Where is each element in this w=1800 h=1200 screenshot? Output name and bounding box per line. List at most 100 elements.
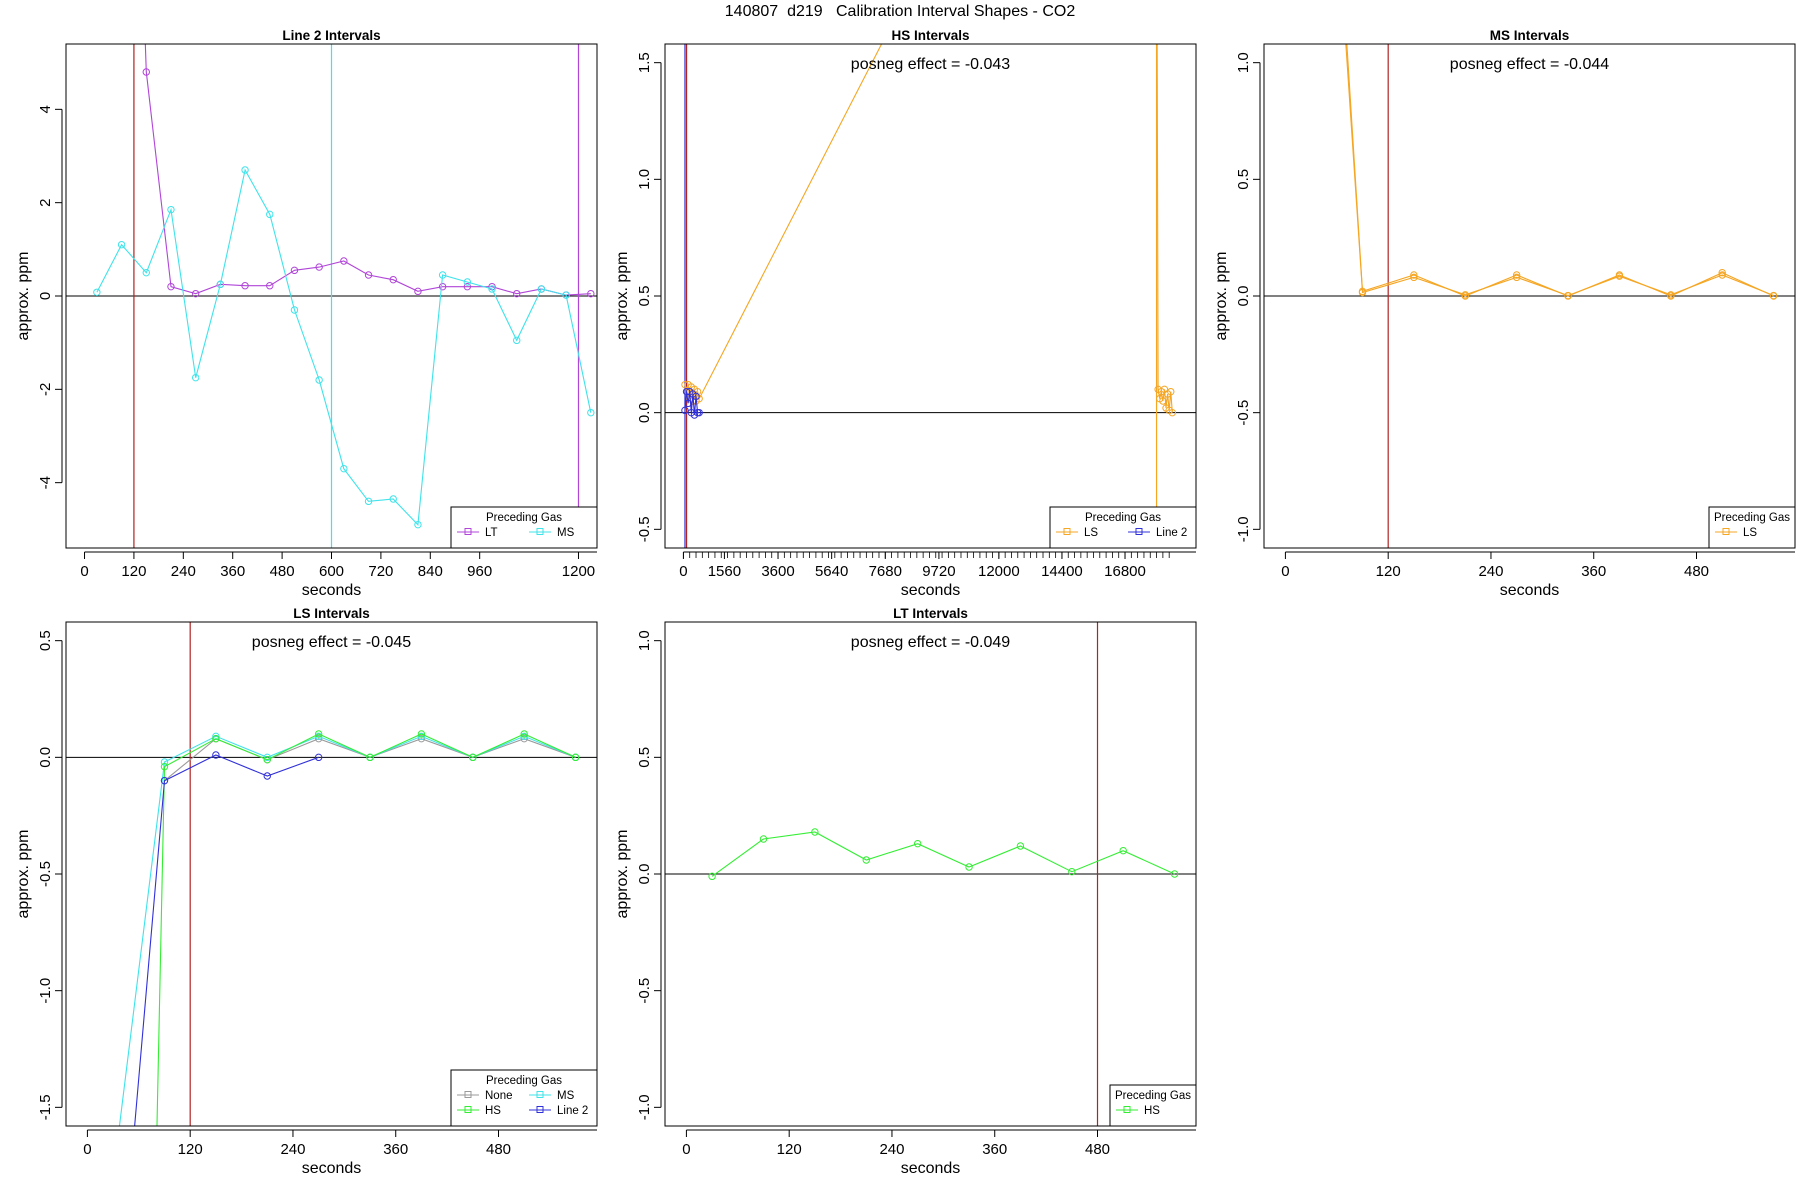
- x-tick-label: 480: [486, 1141, 511, 1158]
- x-tick-label: 600: [319, 563, 344, 580]
- data-point: [1718, 271, 1726, 279]
- data-point: [684, 399, 692, 408]
- chart-panel-4: LS Intervals 0 120 240 360 480 seconds -1.5 -1.0…: [15, 606, 598, 1180]
- data-point: [537, 285, 546, 293]
- data-point: [693, 387, 702, 396]
- y-tick-label: 1.0: [636, 630, 653, 651]
- data-point: [266, 210, 274, 219]
- legend-entry-label: LS: [1743, 527, 1757, 539]
- y-tick-label: 1.5: [636, 52, 653, 73]
- x-tick-label: 720: [368, 563, 393, 580]
- data-point: [212, 732, 220, 741]
- data-point: [1016, 842, 1025, 850]
- legend: Preceding Gas LT MS: [450, 506, 598, 549]
- legend-entry-label: HS: [485, 1105, 501, 1117]
- x-axis-label: seconds: [901, 582, 961, 599]
- y-tick-label: 2: [37, 198, 54, 206]
- data-point: [364, 497, 373, 506]
- series-line: [134, 754, 319, 1126]
- data-point: [263, 755, 271, 764]
- data-point: [1512, 271, 1521, 279]
- series-line: [684, 391, 700, 416]
- data-point: [212, 751, 220, 759]
- data-point: [417, 734, 426, 743]
- data-point: [562, 291, 570, 299]
- data-point: [417, 732, 426, 741]
- y-tick-label: 0.5: [37, 630, 54, 651]
- data-point: [241, 166, 249, 174]
- data-point: [263, 753, 271, 762]
- data-point: [212, 734, 220, 743]
- legend-entry-label: MS: [557, 527, 575, 539]
- x-tick-label: 360: [982, 1141, 1007, 1158]
- legend: Preceding Gas LS: [1708, 506, 1796, 549]
- x-tick-label: 120: [121, 563, 146, 580]
- series-line: [118, 735, 576, 1126]
- y-tick-label: -4: [37, 476, 54, 489]
- y-tick-label: 1.0: [636, 169, 653, 190]
- y-tick-label: -1.0: [37, 978, 54, 1004]
- data-point: [692, 392, 700, 401]
- data-point: [263, 772, 271, 780]
- data-point: [587, 289, 595, 298]
- legend-swatch-marker: [1123, 1106, 1131, 1113]
- panel-title: MS Intervals: [1490, 28, 1570, 43]
- data-point: [759, 835, 768, 843]
- y-tick-label: -0.5: [1235, 400, 1252, 426]
- y-tick-label: 0.0: [1235, 286, 1252, 307]
- data-point: [127, 1174, 133, 1180]
- y-tick-label: -0.5: [636, 978, 653, 1004]
- panel-title: LT Intervals: [893, 606, 968, 621]
- panel-title: HS Intervals: [891, 28, 969, 43]
- x-tick-label: 240: [280, 1141, 305, 1158]
- y-tick-label: 0.5: [1235, 169, 1252, 190]
- legend-entry-label: Line 2: [1156, 527, 1187, 539]
- panel-title: LS Intervals: [293, 606, 370, 621]
- data-point: [913, 839, 922, 848]
- data-point: [463, 278, 472, 286]
- data-point: [290, 306, 299, 314]
- plot-frame: [65, 621, 598, 1127]
- x-tick-label: 360: [1581, 563, 1606, 580]
- y-axis-label: approx. ppm: [15, 830, 32, 919]
- data-point: [681, 380, 689, 389]
- legend-swatch-marker: [536, 528, 544, 535]
- y-axis-label: approx. ppm: [614, 830, 631, 919]
- plot-area: [66, 44, 597, 548]
- y-tick-label: 1.0: [1235, 52, 1252, 73]
- data-point: [513, 336, 521, 345]
- data-point: [469, 753, 477, 762]
- data-point: [695, 408, 703, 417]
- data-point: [389, 275, 397, 284]
- data-point: [314, 732, 323, 741]
- legend-entry-label: LS: [1084, 527, 1098, 539]
- data-point: [488, 285, 496, 293]
- data-point: [160, 762, 169, 771]
- data-point: [216, 280, 225, 289]
- x-tick-label: 360: [383, 1141, 408, 1158]
- legend-box: [1708, 506, 1796, 549]
- data-point: [340, 464, 348, 473]
- data-point: [110, 1174, 116, 1180]
- x-tick-label: 120: [777, 1141, 802, 1158]
- x-tick-label: 5640: [815, 563, 848, 580]
- legend-title: Preceding Gas: [1115, 1090, 1191, 1102]
- y-axis-label: approx. ppm: [614, 252, 631, 341]
- data-point: [520, 732, 528, 741]
- data-point: [266, 282, 274, 290]
- x-tick-label: 7680: [869, 563, 902, 580]
- x-axis-label: seconds: [302, 582, 362, 599]
- posneg-annotation: posneg effect = -0.045: [252, 634, 411, 651]
- x-tick-label: 240: [879, 1141, 904, 1158]
- data-point: [811, 828, 819, 836]
- data-point: [191, 373, 200, 382]
- legend-title: Preceding Gas: [486, 512, 562, 524]
- plot-frame: [664, 621, 1197, 1127]
- data-point: [1615, 272, 1624, 280]
- legend-box: [1049, 506, 1197, 549]
- x-tick-label: 960: [467, 563, 492, 580]
- x-tick-label: 0: [83, 1141, 91, 1158]
- legend: Preceding Gas None MS HS Line 2: [450, 1069, 598, 1127]
- data-point: [142, 68, 150, 76]
